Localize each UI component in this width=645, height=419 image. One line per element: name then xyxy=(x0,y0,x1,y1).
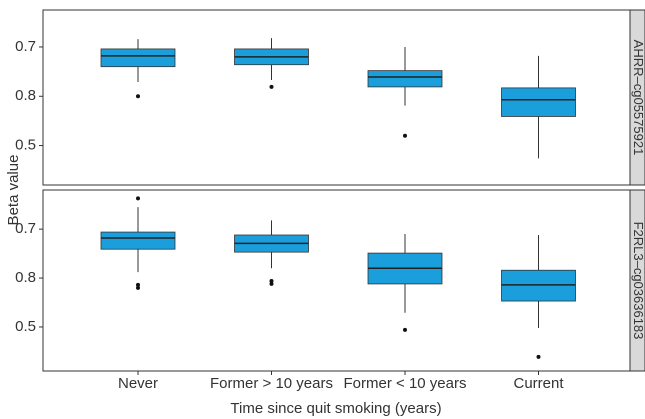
strip xyxy=(629,189,645,372)
y-axis-label: Beta value xyxy=(5,155,22,226)
strip-label: F2RL3–cg03636183 xyxy=(631,222,645,340)
outlier xyxy=(269,281,274,286)
y-tick-label: 0.7 xyxy=(15,220,36,237)
x-tick-label: Current xyxy=(513,375,564,392)
strip-label: AHRR–cg05575921 xyxy=(631,40,645,156)
y-tick-label: 0.5 xyxy=(15,137,36,154)
box xyxy=(367,70,443,88)
outlier xyxy=(403,133,407,138)
x-tick-label: Former > 10 years xyxy=(210,375,333,392)
y-tick-label: 0.5 xyxy=(15,318,36,335)
outlier xyxy=(269,84,274,89)
outlier xyxy=(136,285,140,290)
x-tick-label: Former < 10 years xyxy=(344,375,467,392)
outlier xyxy=(536,354,541,359)
y-tick-label: 0.8 xyxy=(15,269,36,286)
y-tick-label: 0.7 xyxy=(15,38,36,55)
strip xyxy=(629,9,645,186)
outlier xyxy=(136,94,140,99)
outlier xyxy=(403,327,407,332)
box xyxy=(100,48,176,68)
x-tick-label: Never xyxy=(118,375,158,392)
x-axis-label: Time since quit smoking (years) xyxy=(230,400,441,417)
outlier xyxy=(136,282,140,287)
box xyxy=(100,231,176,250)
box xyxy=(501,87,576,117)
y-tick-label: 0.8 xyxy=(15,87,36,104)
outlier xyxy=(136,196,140,201)
outlier xyxy=(269,278,274,283)
